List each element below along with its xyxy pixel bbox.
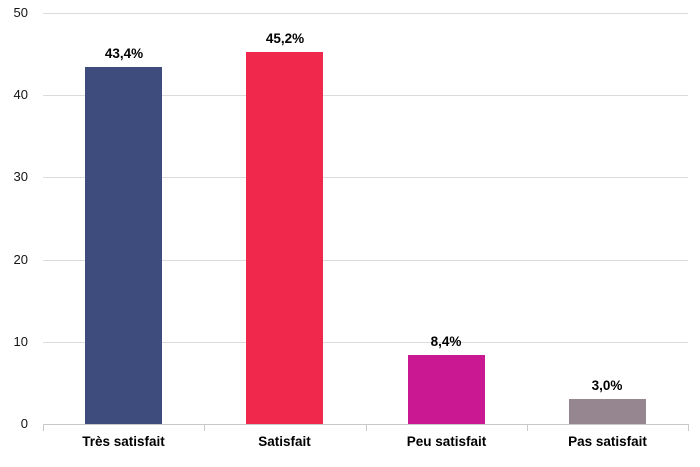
bar (569, 399, 646, 424)
y-axis-tick-label: 10 (13, 334, 28, 349)
axis-boundary-tick (527, 424, 528, 431)
bar-value-label: 3,0% (591, 378, 623, 393)
gridline (43, 342, 688, 343)
axis-boundary-tick (688, 424, 689, 431)
y-axis-tick-label: 50 (13, 5, 28, 20)
y-axis-tick-label: 40 (13, 87, 28, 102)
bar-value-label: 8,4% (430, 334, 462, 349)
y-axis-tick-label: 30 (13, 169, 28, 184)
axis-boundary-tick (366, 424, 367, 431)
gridline (43, 177, 688, 178)
gridline (43, 260, 688, 261)
axis-boundary-tick (43, 424, 44, 431)
bar (246, 52, 323, 424)
bar (408, 355, 485, 424)
gridline (43, 95, 688, 96)
gridline (43, 13, 688, 14)
bar (85, 67, 162, 424)
x-axis-category-label: Peu satisfait (406, 434, 487, 449)
x-axis-category-label: Satisfait (258, 434, 311, 449)
x-axis-line (43, 424, 688, 425)
y-axis-tick-label: 20 (13, 252, 28, 267)
bar-value-label: 43,4% (104, 46, 144, 61)
axis-boundary-tick (204, 424, 205, 431)
y-axis-tick-label: 0 (20, 416, 28, 431)
x-axis-category-label: Très satisfait (82, 434, 165, 449)
x-axis-category-label: Pas satisfait (568, 434, 647, 449)
bar-value-label: 45,2% (265, 31, 305, 46)
